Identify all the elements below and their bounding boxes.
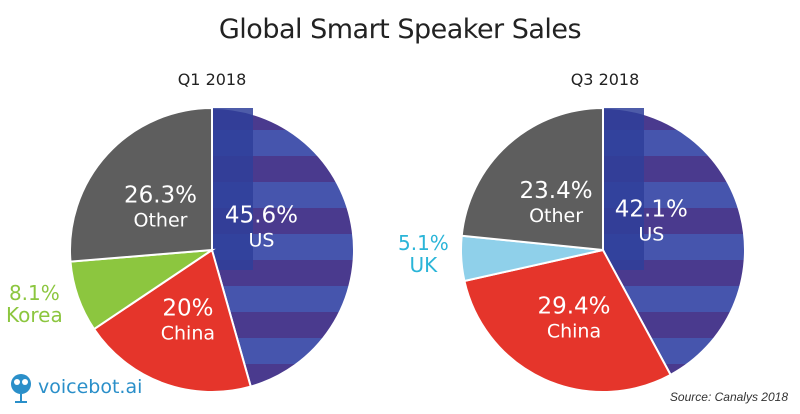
slice-value-label: 23.4%: [520, 178, 593, 204]
us-canton: [604, 108, 644, 270]
slice-value-label: 26.3%: [124, 183, 197, 209]
pie-title-q3: Q3 2018: [570, 70, 640, 89]
source-note: Source: Canalys 2018: [669, 390, 788, 404]
slice-category-label: China: [161, 323, 215, 345]
slice-category-label: US: [638, 223, 664, 245]
slice-category-label: Other: [529, 205, 583, 227]
pie-slice-china: [92, 248, 252, 393]
voicebot-logo: voicebot.ai: [8, 370, 142, 404]
slice-value-label: 42.1%: [615, 196, 688, 222]
slice-value-label: 45.6%: [225, 202, 298, 228]
slice-category-label: China: [547, 321, 601, 343]
pie-title-q1: Q1 2018: [177, 70, 247, 89]
uk-label: 5.1% UK: [398, 231, 449, 277]
slice-category-label: US: [248, 229, 274, 251]
us-canton: [213, 108, 253, 270]
robot-icon: [11, 374, 31, 403]
chart-title: Global Smart Speaker Sales: [218, 14, 582, 45]
korea-label: 8.1% Korea: [6, 281, 63, 327]
slice-value-label: 29.4%: [537, 294, 610, 320]
pie-slice-other: [460, 106, 604, 252]
slice-category-label: Other: [134, 210, 188, 232]
slice-value-label: 20%: [162, 296, 213, 322]
pie-slice-other: [69, 106, 213, 263]
pie-slice-china: [463, 248, 672, 393]
